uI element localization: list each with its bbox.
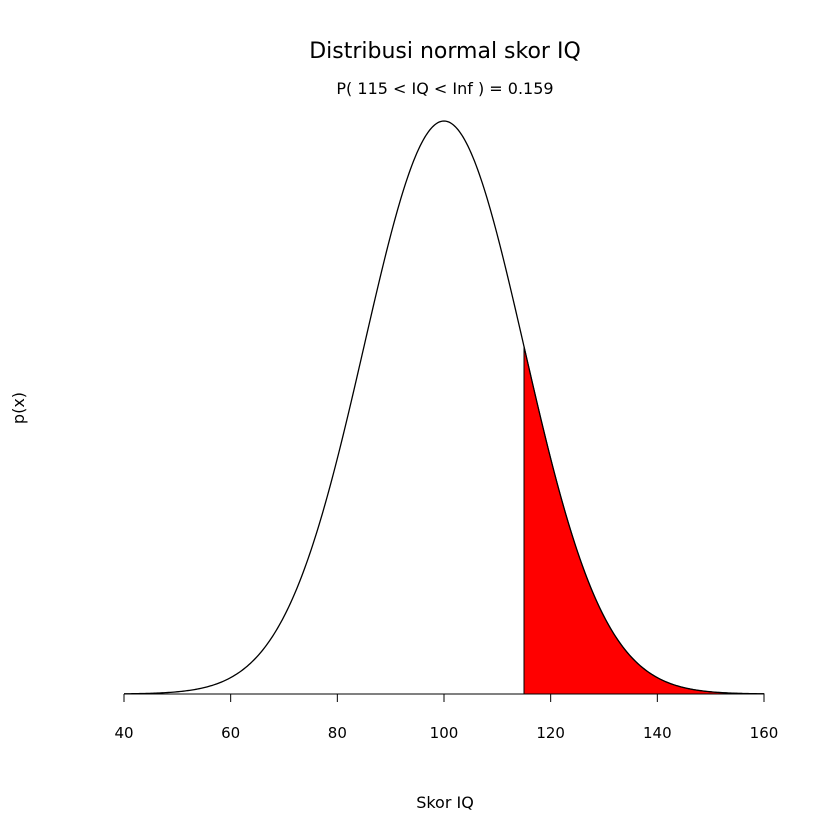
density-curve: [123, 120, 765, 695]
x-tick-label: 140: [643, 724, 672, 742]
x-tick-label: 120: [536, 724, 565, 742]
chart-subtitle: P( 115 < IQ < Inf ) = 0.159: [336, 79, 553, 98]
y-axis-label: p(x): [9, 392, 28, 424]
plot-area: [123, 120, 765, 695]
x-axis-label: Skor IQ: [416, 793, 474, 812]
x-tick-label: 80: [328, 724, 347, 742]
x-tick-label: 60: [221, 724, 240, 742]
x-tick-label: 160: [750, 724, 779, 742]
chart-title: Distribusi normal skor IQ: [309, 39, 581, 64]
x-axis: 40 60 80 100 120 140 160: [114, 693, 779, 742]
x-tick-label: 40: [114, 724, 133, 742]
x-tick-label: 100: [430, 724, 459, 742]
shaded-area: [523, 346, 765, 695]
